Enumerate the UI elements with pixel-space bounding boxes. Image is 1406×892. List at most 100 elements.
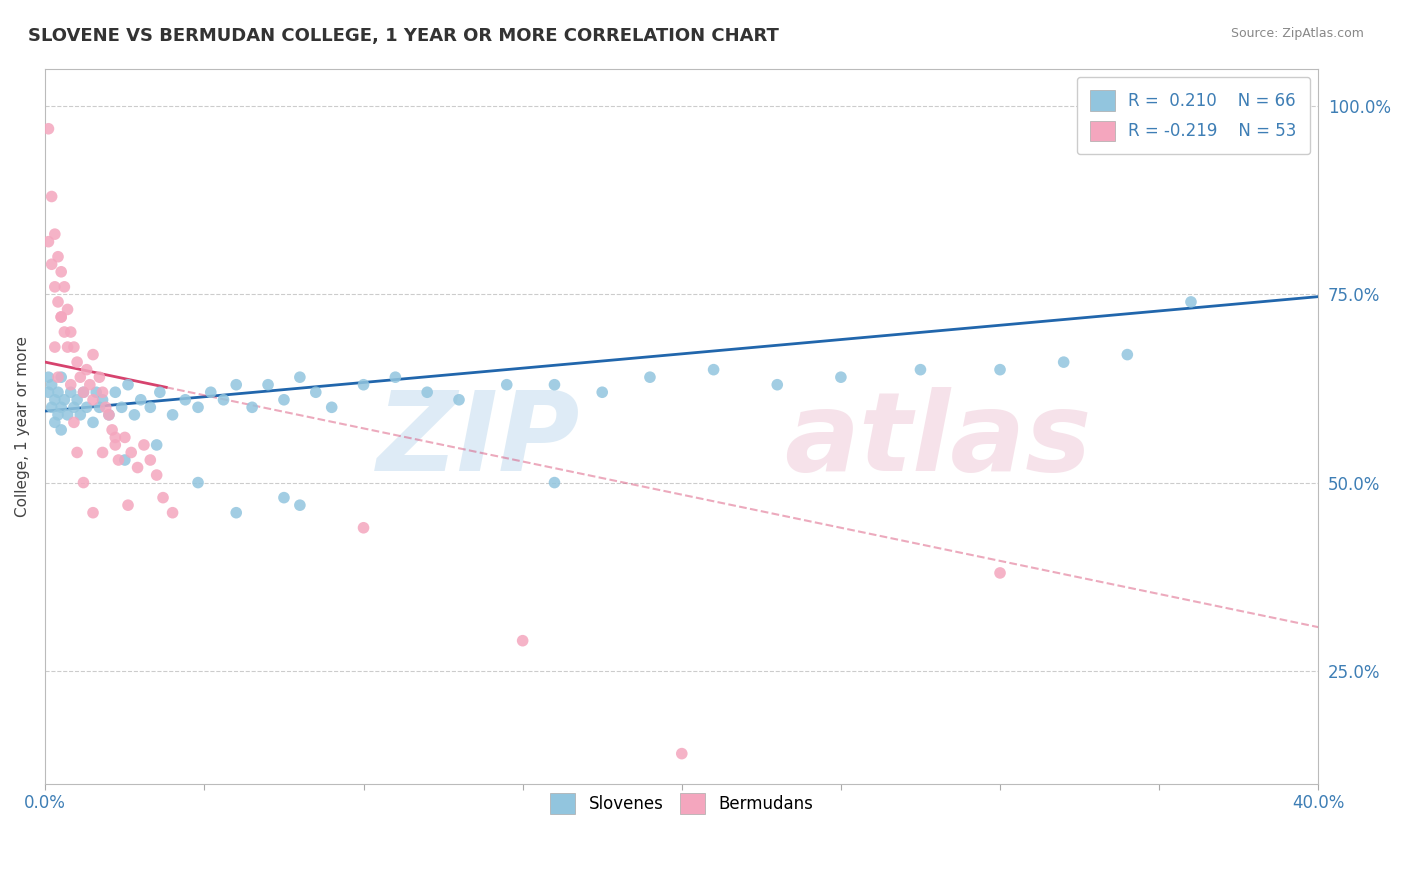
Point xyxy=(384,370,406,384)
Point xyxy=(56,302,79,317)
Point xyxy=(91,392,114,407)
Text: SLOVENE VS BERMUDAN COLLEGE, 1 YEAR OR MORE CORRELATION CHART: SLOVENE VS BERMUDAN COLLEGE, 1 YEAR OR M… xyxy=(28,27,779,45)
Point xyxy=(56,340,79,354)
Point xyxy=(149,385,172,400)
Text: ZIP: ZIP xyxy=(377,387,579,494)
Point xyxy=(59,377,82,392)
Point xyxy=(638,370,661,384)
Legend: Slovenes, Bermudans: Slovenes, Bermudans xyxy=(538,781,825,825)
Point xyxy=(41,401,63,415)
Point xyxy=(240,401,263,415)
Point xyxy=(114,430,136,444)
Point xyxy=(72,385,94,400)
Point xyxy=(46,250,69,264)
Point xyxy=(495,377,517,392)
Point xyxy=(51,310,73,324)
Point xyxy=(72,385,94,400)
Point xyxy=(69,370,91,384)
Point xyxy=(703,362,725,376)
Point xyxy=(97,408,120,422)
Text: Source: ZipAtlas.com: Source: ZipAtlas.com xyxy=(1230,27,1364,40)
Point xyxy=(63,416,86,430)
Point xyxy=(66,355,89,369)
Point xyxy=(41,377,63,392)
Point xyxy=(69,408,91,422)
Point xyxy=(152,491,174,505)
Point xyxy=(174,392,197,407)
Point xyxy=(79,377,101,392)
Point xyxy=(321,401,343,415)
Point xyxy=(353,521,375,535)
Point xyxy=(120,445,142,459)
Point xyxy=(111,401,134,415)
Point xyxy=(44,280,66,294)
Point xyxy=(273,392,295,407)
Point xyxy=(543,377,565,392)
Point xyxy=(46,294,69,309)
Point xyxy=(225,506,247,520)
Point xyxy=(1180,294,1202,309)
Point xyxy=(288,370,311,384)
Point xyxy=(37,385,59,400)
Point xyxy=(37,235,59,249)
Point xyxy=(91,445,114,459)
Point xyxy=(44,392,66,407)
Point xyxy=(51,265,73,279)
Point xyxy=(51,370,73,384)
Point xyxy=(89,401,111,415)
Point xyxy=(89,370,111,384)
Point xyxy=(46,408,69,422)
Point xyxy=(53,325,76,339)
Point xyxy=(63,401,86,415)
Point xyxy=(288,498,311,512)
Point xyxy=(200,385,222,400)
Point xyxy=(139,453,162,467)
Point xyxy=(41,189,63,203)
Point xyxy=(41,257,63,271)
Point xyxy=(129,392,152,407)
Point xyxy=(44,416,66,430)
Point xyxy=(37,121,59,136)
Point xyxy=(305,385,328,400)
Point xyxy=(66,392,89,407)
Point xyxy=(46,370,69,384)
Point xyxy=(44,340,66,354)
Point xyxy=(82,506,104,520)
Point xyxy=(117,498,139,512)
Point xyxy=(101,423,124,437)
Point xyxy=(72,475,94,490)
Point xyxy=(117,377,139,392)
Point xyxy=(104,438,127,452)
Point xyxy=(353,377,375,392)
Point xyxy=(591,385,613,400)
Point xyxy=(66,445,89,459)
Point xyxy=(44,227,66,241)
Point xyxy=(212,392,235,407)
Point xyxy=(56,408,79,422)
Point xyxy=(114,453,136,467)
Point xyxy=(82,416,104,430)
Point xyxy=(273,491,295,505)
Point xyxy=(59,385,82,400)
Point xyxy=(104,385,127,400)
Point xyxy=(53,280,76,294)
Point xyxy=(76,362,98,376)
Point xyxy=(187,475,209,490)
Y-axis label: College, 1 year or more: College, 1 year or more xyxy=(15,335,30,516)
Point xyxy=(37,370,59,384)
Point xyxy=(51,401,73,415)
Point xyxy=(162,506,184,520)
Point xyxy=(671,747,693,761)
Point xyxy=(512,633,534,648)
Point xyxy=(416,385,439,400)
Point xyxy=(82,348,104,362)
Point xyxy=(53,392,76,407)
Point xyxy=(447,392,470,407)
Point xyxy=(104,430,127,444)
Point xyxy=(766,377,789,392)
Point xyxy=(162,408,184,422)
Point xyxy=(82,392,104,407)
Point xyxy=(76,401,98,415)
Point xyxy=(51,423,73,437)
Point xyxy=(94,401,117,415)
